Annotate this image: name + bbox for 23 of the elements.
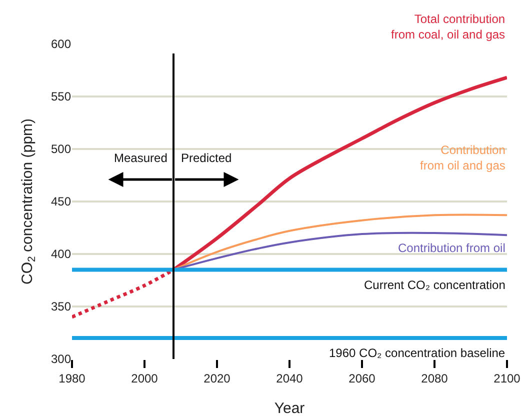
x-tick-label: 2040 (276, 371, 304, 386)
x-tick-label: 2080 (421, 371, 448, 386)
y-tick-label: 350 (50, 300, 72, 314)
annotation: Measured (114, 151, 168, 165)
y-tick-label: 400 (50, 247, 72, 262)
ref-line-label: Current CO₂ concentration (364, 278, 506, 292)
y-tick-label: 500 (50, 142, 72, 156)
line-series (172, 214, 507, 271)
text: Contribution from oil and gas (420, 143, 506, 173)
x-tick-label: 2000 (131, 371, 158, 386)
text: Total contribution from coal, oil and gas (391, 12, 506, 42)
series-label: Contribution from oil (398, 241, 506, 255)
x-tick-label: 2100 (494, 371, 521, 386)
ref-line-label: 1960 CO₂ concentration baseline (329, 346, 506, 360)
x-tick-label: 2060 (348, 371, 376, 386)
y-tick-label: 450 (50, 194, 72, 209)
x-tick-label: 1980 (58, 371, 86, 386)
x-tick-label: 2020 (204, 371, 231, 386)
y-tick-label: 300 (50, 352, 72, 366)
annotation: Predicted (181, 151, 232, 165)
y-tick-label: 600 (50, 37, 72, 52)
x-axis-title: Year (274, 400, 305, 417)
y-tick-label: 550 (50, 90, 72, 104)
